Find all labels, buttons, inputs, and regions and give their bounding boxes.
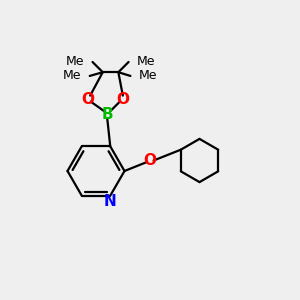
Text: O: O: [116, 92, 129, 107]
Text: B: B: [101, 107, 113, 122]
Text: Me: Me: [139, 69, 157, 82]
Text: Me: Me: [63, 69, 81, 82]
Text: Me: Me: [66, 56, 84, 68]
Text: Me: Me: [137, 56, 155, 68]
Text: O: O: [143, 153, 157, 168]
Text: O: O: [81, 92, 94, 107]
Text: N: N: [104, 194, 117, 208]
